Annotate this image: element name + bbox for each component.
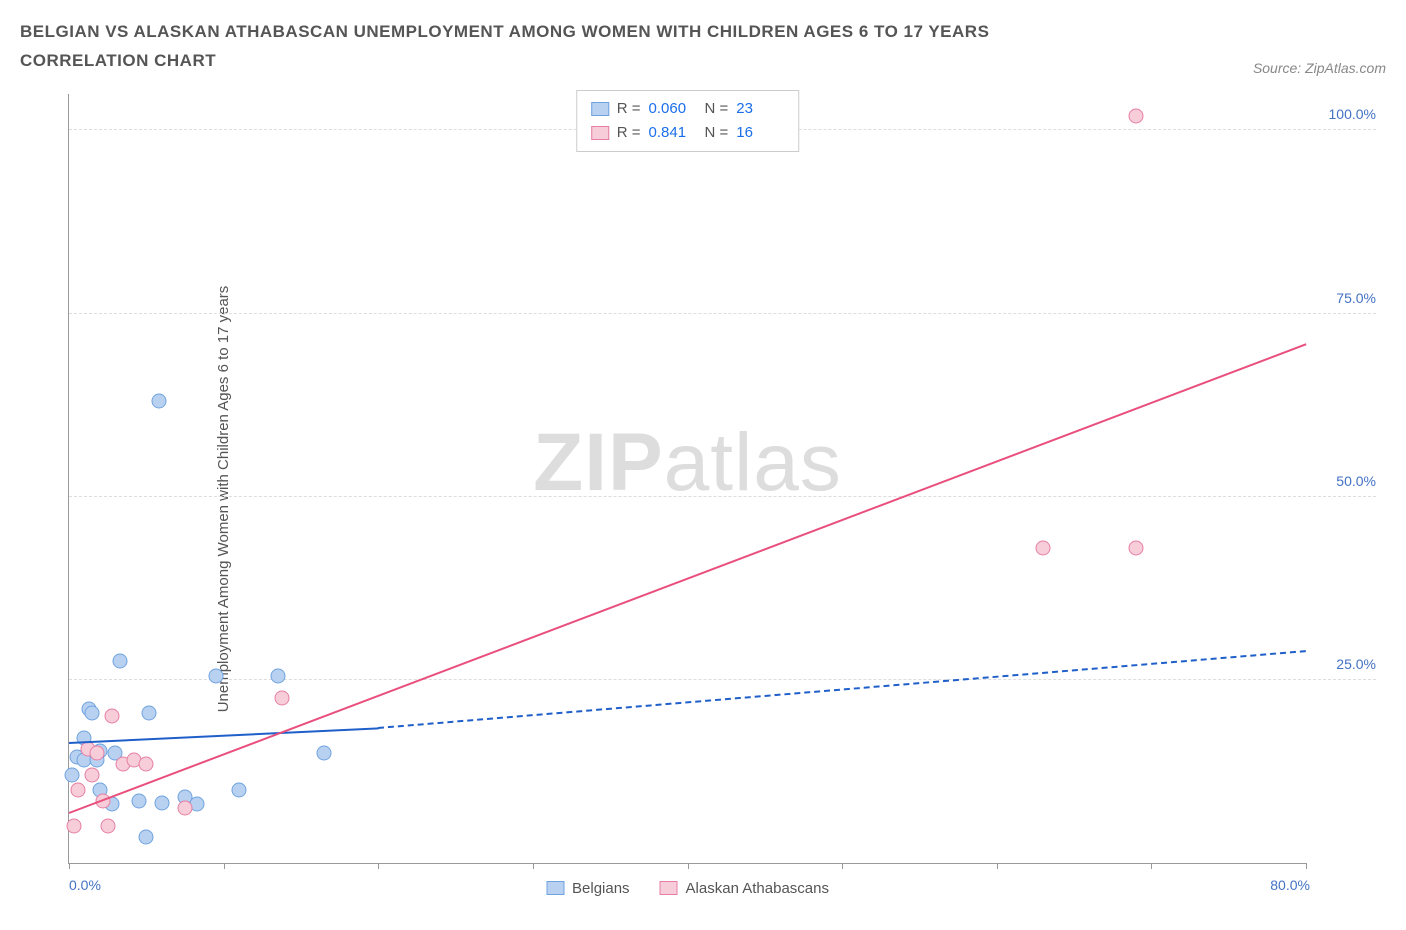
data-point <box>65 767 80 782</box>
data-point <box>1128 108 1143 123</box>
gridline <box>69 496 1376 497</box>
x-tick <box>1306 863 1307 869</box>
data-point <box>105 709 120 724</box>
chart-title: BELGIAN VS ALASKAN ATHABASCAN UNEMPLOYME… <box>20 18 1120 76</box>
x-tick-label: 0.0% <box>69 877 101 893</box>
series-legend: Belgians Alaskan Athabascans <box>546 880 829 897</box>
data-point <box>100 819 115 834</box>
legend-swatch <box>591 126 609 140</box>
legend-swatch <box>591 102 609 116</box>
n-label: N = <box>705 121 729 145</box>
data-point <box>66 819 81 834</box>
x-tick <box>688 863 689 869</box>
gridline <box>69 313 1376 314</box>
series-name: Alaskan Athabascans <box>686 880 829 897</box>
data-point <box>1128 540 1143 555</box>
trend-line <box>378 650 1306 729</box>
x-tick <box>224 863 225 869</box>
x-tick <box>378 863 379 869</box>
x-tick-label: 80.0% <box>1270 877 1310 893</box>
n-value: 23 <box>736 97 784 121</box>
chart-header: BELGIAN VS ALASKAN ATHABASCAN UNEMPLOYME… <box>20 18 1386 76</box>
stats-legend: R = 0.060 N = 23 R = 0.841 N = 16 <box>576 90 800 152</box>
series-legend-item: Belgians <box>546 880 630 897</box>
r-value: 0.060 <box>649 97 697 121</box>
data-point <box>208 669 223 684</box>
source-label: Source: ZipAtlas.com <box>1253 60 1386 76</box>
data-point <box>317 745 332 760</box>
x-tick <box>69 863 70 869</box>
data-point <box>232 782 247 797</box>
data-point <box>139 756 154 771</box>
y-tick-label: 75.0% <box>1316 290 1376 306</box>
stats-legend-row: R = 0.841 N = 16 <box>591 121 785 145</box>
data-point <box>89 745 104 760</box>
x-tick <box>997 863 998 869</box>
x-tick <box>533 863 534 869</box>
series-name: Belgians <box>572 880 630 897</box>
data-point <box>85 767 100 782</box>
x-tick <box>842 863 843 869</box>
plot-area: ZIPatlas R =0.060N =23R =0.841N =16 Belg… <box>68 94 1306 864</box>
data-point <box>177 800 192 815</box>
n-label: N = <box>705 97 729 121</box>
gridline <box>69 679 1376 680</box>
data-point <box>270 669 285 684</box>
series-legend-item: Alaskan Athabascans <box>660 880 829 897</box>
trend-line <box>69 727 378 744</box>
r-value: 0.841 <box>649 121 697 145</box>
data-point <box>71 782 86 797</box>
trend-line <box>69 343 1307 814</box>
stats-legend-row: R = 0.060 N = 23 <box>591 97 785 121</box>
data-point <box>154 795 169 810</box>
y-tick-label: 50.0% <box>1316 473 1376 489</box>
data-point <box>85 705 100 720</box>
x-tick <box>1151 863 1152 869</box>
n-value: 16 <box>736 121 784 145</box>
legend-swatch <box>660 881 678 895</box>
data-point <box>151 394 166 409</box>
data-point <box>1036 540 1051 555</box>
legend-swatch <box>546 881 564 895</box>
r-label: R = <box>617 97 641 121</box>
r-label: R = <box>617 121 641 145</box>
chart-container: Unemployment Among Women with Children A… <box>20 84 1386 914</box>
data-point <box>139 830 154 845</box>
y-tick-label: 100.0% <box>1316 106 1376 122</box>
data-point <box>131 793 146 808</box>
data-point <box>142 705 157 720</box>
data-point <box>275 691 290 706</box>
y-tick-label: 25.0% <box>1316 656 1376 672</box>
data-point <box>113 654 128 669</box>
